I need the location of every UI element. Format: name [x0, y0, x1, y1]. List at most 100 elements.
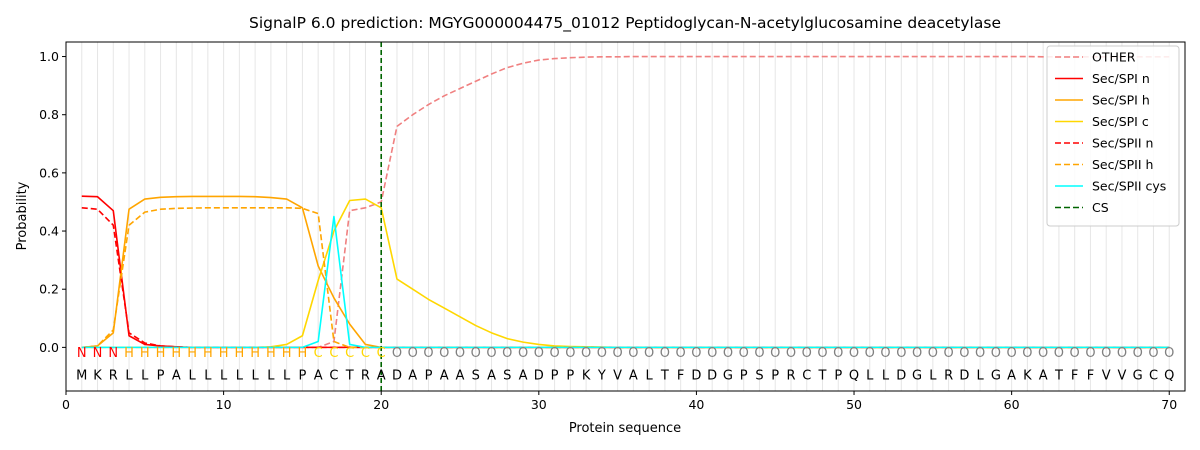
- sequence-letter: L: [882, 368, 890, 383]
- region-label: O: [707, 346, 717, 361]
- sequence-letter: T: [345, 368, 354, 383]
- sequence-letter: D: [896, 368, 906, 383]
- region-label: O: [943, 346, 953, 361]
- sequence-letter: A: [408, 368, 417, 383]
- sequence-letter: A: [377, 368, 386, 383]
- region-label: H: [140, 346, 150, 361]
- region-label: O: [817, 346, 827, 361]
- legend: OTHER Sec/SPI n Sec/SPI h Sec/SPI c Sec/SPII…: [1046, 45, 1180, 227]
- region-label: C: [377, 346, 386, 361]
- region-label: O: [833, 346, 843, 361]
- sequence-letter: K: [93, 368, 102, 383]
- sequence-letter: L: [125, 368, 133, 383]
- y-tick-label: 0.2: [39, 282, 59, 297]
- region-label: O: [691, 346, 701, 361]
- region-label: O: [439, 346, 449, 361]
- region-label: C: [361, 346, 370, 361]
- sequence-letter: C: [329, 368, 338, 383]
- region-label: C: [314, 346, 323, 361]
- sequence-letter: D: [534, 368, 544, 383]
- series-line-sec-spi-h: [81, 195, 1170, 349]
- region-label: O: [518, 346, 528, 361]
- x-ticks: 0 10 20 30 40 50 60 70: [62, 391, 1177, 412]
- region-label: H: [203, 346, 213, 361]
- region-label: O: [928, 346, 938, 361]
- region-label: C: [329, 346, 338, 361]
- sequence-letter: L: [236, 368, 244, 383]
- region-label: O: [423, 346, 433, 361]
- region-label: O: [770, 346, 780, 361]
- x-tick-label: 0: [62, 397, 70, 412]
- sequence-letter: C: [1149, 368, 1158, 383]
- sequence-letter: L: [220, 368, 228, 383]
- region-label: O: [975, 346, 985, 361]
- region-label: O: [565, 346, 575, 361]
- region-label: O: [1164, 346, 1174, 361]
- region-label: H: [171, 346, 181, 361]
- x-tick-label: 10: [216, 397, 232, 412]
- region-label: O: [1022, 346, 1032, 361]
- legend-label: OTHER: [1092, 50, 1136, 65]
- region-label: N: [108, 346, 118, 361]
- legend-box: [1046, 45, 1180, 227]
- sequence-letter: P: [740, 368, 748, 383]
- x-tick-label: 50: [846, 397, 862, 412]
- sequence-letter: M: [76, 368, 87, 383]
- sequence-letter: R: [361, 368, 370, 383]
- sequence-letter: K: [582, 368, 591, 383]
- y-tick-label: 0.0: [39, 340, 59, 355]
- region-label: O: [1148, 346, 1158, 361]
- sequence-letter: F: [1071, 368, 1078, 383]
- sequence-letter: G: [723, 368, 733, 383]
- region-label: O: [1133, 346, 1143, 361]
- sequence-letter: L: [204, 368, 212, 383]
- y-tick-label: 1.0: [39, 49, 59, 64]
- series-line-sec-spi-n: [81, 195, 1170, 349]
- region-label: O: [392, 346, 402, 361]
- region-label: O: [660, 346, 670, 361]
- sequence-letter: A: [487, 368, 496, 383]
- region-label: H: [156, 346, 166, 361]
- sequence-letter: A: [456, 368, 465, 383]
- y-ticks: 0.0 0.2 0.4 0.6 0.8 1.0: [39, 49, 66, 355]
- sequence-letter: P: [551, 368, 559, 383]
- series-layer: [81, 55, 1170, 349]
- sequence-layer: NMNKNRHLHLHPHAHLHLHLHLHLHLHLHPCACCCTCRCA…: [76, 346, 1174, 383]
- region-label: O: [880, 346, 890, 361]
- region-label: O: [613, 346, 623, 361]
- sequence-letter: F: [677, 368, 684, 383]
- sequence-letter: D: [392, 368, 402, 383]
- sequence-letter: R: [786, 368, 795, 383]
- region-label: H: [266, 346, 276, 361]
- series-line-sec-spi-c: [81, 198, 1170, 349]
- sequence-letter: A: [314, 368, 323, 383]
- sequence-letter: L: [267, 368, 275, 383]
- region-label: O: [1117, 346, 1127, 361]
- sequence-letter: P: [157, 368, 165, 383]
- sequence-letter: L: [141, 368, 149, 383]
- region-label: O: [865, 346, 875, 361]
- region-label: O: [896, 346, 906, 361]
- sequence-letter: S: [472, 368, 480, 383]
- legend-label: Sec/SPII n: [1092, 136, 1153, 151]
- legend-label: Sec/SPII h: [1092, 157, 1153, 172]
- sequence-letter: K: [1023, 368, 1032, 383]
- series-line-sec-spii-cys: [81, 215, 1170, 349]
- sequence-letter: P: [566, 368, 574, 383]
- region-label: O: [754, 346, 764, 361]
- y-tick-label: 0.4: [39, 224, 59, 239]
- sequence-letter: Q: [849, 368, 859, 383]
- grid-layer: [81, 42, 1170, 391]
- sequence-letter: G: [912, 368, 922, 383]
- region-label: H: [250, 346, 260, 361]
- region-label: O: [991, 346, 1001, 361]
- plot-frame: [65, 41, 1186, 392]
- sequence-letter: Y: [597, 368, 606, 383]
- sequence-letter: P: [425, 368, 433, 383]
- sequence-letter: A: [172, 368, 181, 383]
- region-label: H: [219, 346, 229, 361]
- region-label: O: [549, 346, 559, 361]
- sequence-letter: D: [707, 368, 717, 383]
- sequence-letter: V: [1118, 368, 1127, 383]
- region-label: O: [408, 346, 418, 361]
